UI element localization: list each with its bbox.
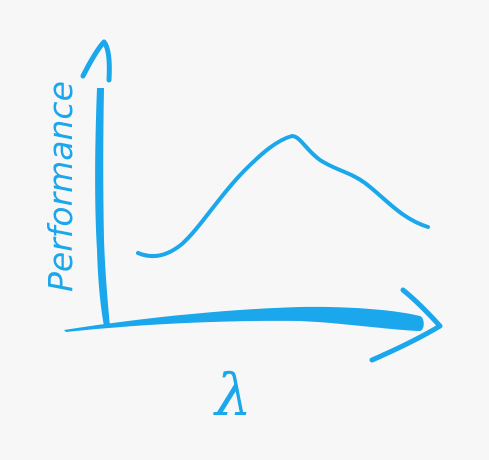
y-axis-label: Performance	[41, 81, 80, 292]
y-axis-arrowhead	[80, 39, 112, 83]
performance-curve	[136, 134, 430, 259]
x-axis-label: λ	[213, 361, 252, 429]
y-axis-line	[95, 88, 110, 326]
x-axis-line	[64, 306, 424, 332]
x-axis-arrowhead	[369, 287, 443, 363]
